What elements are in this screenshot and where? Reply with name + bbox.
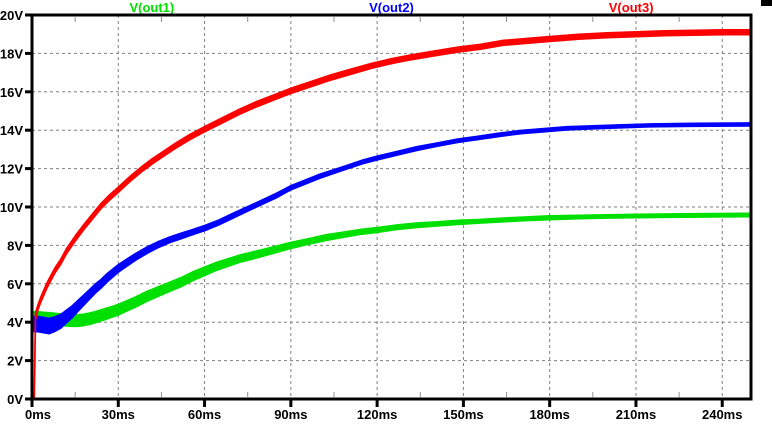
y-axis-tick-label[interactable]: 0V [7,392,23,407]
y-axis-tick-label[interactable]: 18V [0,46,23,61]
y-axis-tick-label[interactable]: 14V [0,123,23,138]
y-axis-tick-label[interactable]: 6V [7,277,23,292]
y-axis-tick-label[interactable]: 4V [7,315,23,330]
x-axis-tick-label[interactable]: 60ms [188,407,221,422]
y-axis-tick-label[interactable]: 2V [7,354,23,369]
plot-border [30,13,753,401]
x-axis-tick-label[interactable]: 180ms [529,407,569,422]
x-axis-tick-label[interactable]: 30ms [102,407,135,422]
y-axis-tick-label[interactable]: 10V [0,200,23,215]
trace-legend: V(out1) V(out2) V(out3) [0,0,772,15]
legend-item-vout1[interactable]: V(out1) [129,0,175,15]
y-axis-tick-label[interactable]: 20V [0,8,23,23]
x-axis-tick-label[interactable]: 150ms [443,407,483,422]
x-axis-tick-label[interactable]: 210ms [616,407,656,422]
x-axis-tick-label[interactable]: 0ms [25,407,51,422]
trace-vout1[interactable] [33,212,752,328]
x-axis-tick-label[interactable]: 240ms [702,407,742,422]
legend-item-vout3[interactable]: V(out3) [608,0,654,15]
window-edge-fragment [761,0,772,6]
legend-item-vout2[interactable]: V(out2) [369,0,414,15]
y-axis-tick-label[interactable]: 8V [7,238,23,253]
x-axis-tick-label[interactable]: 120ms [357,407,397,422]
y-axis-tick-label[interactable]: 12V [0,162,23,177]
x-axis-tick-label[interactable]: 90ms [274,407,307,422]
y-axis-tick-label[interactable]: 16V [0,85,23,100]
